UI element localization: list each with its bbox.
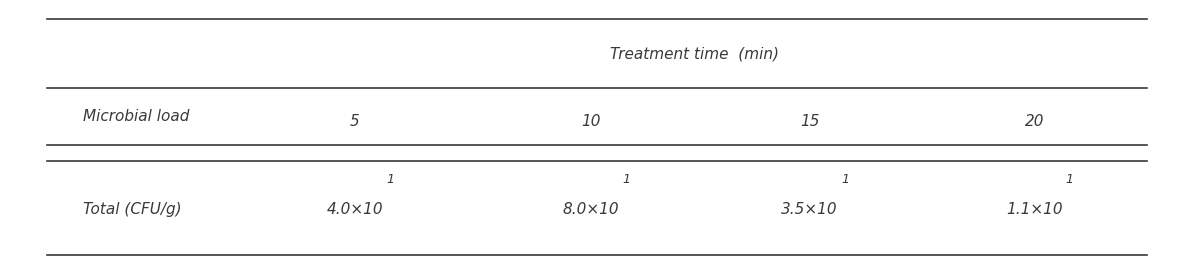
Text: 5: 5 — [350, 114, 359, 129]
Text: 1: 1 — [623, 173, 630, 186]
Text: 10: 10 — [582, 114, 600, 129]
Text: 1: 1 — [842, 173, 849, 186]
Text: 4.0×10: 4.0×10 — [326, 202, 383, 217]
Text: 3.5×10: 3.5×10 — [781, 202, 838, 217]
Text: 8.0×10: 8.0×10 — [563, 202, 619, 217]
Text: 15: 15 — [800, 114, 819, 129]
Text: 1.1×10: 1.1×10 — [1006, 202, 1063, 217]
Text: 1: 1 — [387, 173, 394, 186]
Text: Treatment time  (min): Treatment time (min) — [610, 46, 779, 61]
Text: 1: 1 — [1066, 173, 1073, 186]
Text: Microbial load: Microbial load — [83, 109, 189, 124]
Text: 20: 20 — [1025, 114, 1044, 129]
Text: Total (CFU/g): Total (CFU/g) — [83, 202, 181, 217]
